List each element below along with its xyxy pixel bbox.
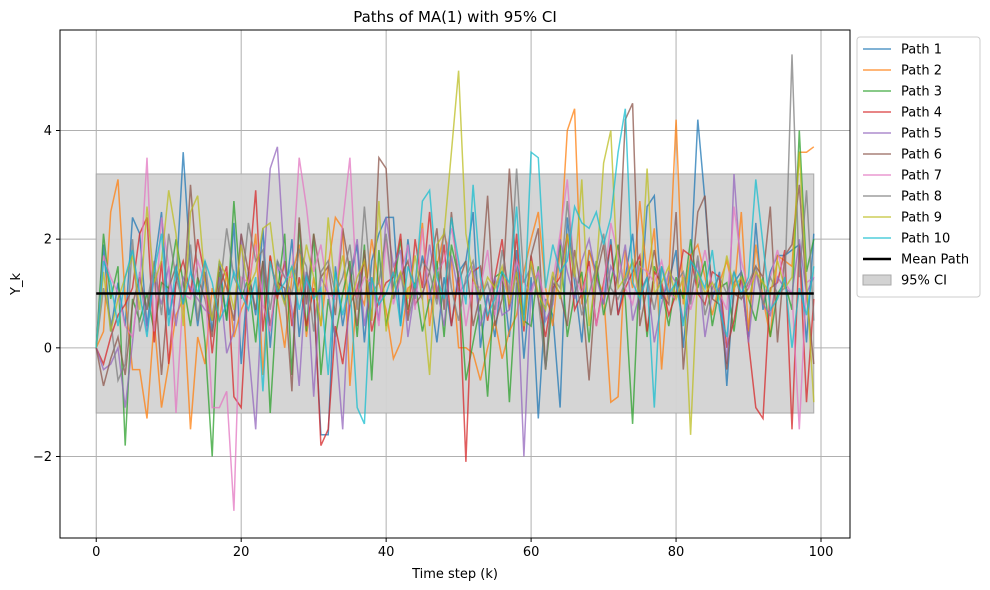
legend-label: Path 7 [901, 169, 942, 184]
legend-label: 95% CI [901, 274, 947, 289]
legend-label: Path 5 [901, 127, 942, 142]
series-line-path-7 [95, 157, 815, 511]
chart-title: Paths of MA(1) with 95% CI [353, 8, 557, 26]
legend-label: Path 10 [901, 232, 950, 247]
legend-label: Path 1 [901, 43, 942, 58]
series-line-path-8 [95, 54, 815, 384]
x-tick-label: 60 [523, 545, 540, 560]
x-tick-label: 100 [809, 545, 834, 560]
legend-label: Mean Path [901, 253, 969, 268]
y-tick-label: −2 [33, 450, 52, 465]
legend-label: Path 3 [901, 85, 942, 100]
legend-label: Path 9 [901, 211, 942, 226]
x-tick-label: 40 [378, 545, 395, 560]
y-axis-ticks: −2 0 2 4 [33, 124, 60, 465]
plot-frame [59, 29, 851, 539]
series-line-path-10 [95, 108, 815, 425]
legend-label: Path 8 [901, 190, 942, 205]
y-tick-label: 0 [44, 341, 52, 356]
series-line-path-9 [95, 70, 815, 435]
legend-label: Path 6 [901, 148, 942, 163]
x-tick-label: 20 [233, 545, 250, 560]
legend: Path 1 Path 2 Path 3 Path 4 Path 5 Path 6 Path… [856, 36, 981, 298]
x-axis-ticks: 0 20 40 60 80 100 [92, 538, 833, 560]
y-axis-label: Y_k [9, 273, 24, 296]
legend-label: Path 4 [901, 106, 942, 121]
x-axis-label: Time step (k) [411, 567, 498, 582]
legend-label: Path 2 [901, 64, 942, 79]
series-line-path-3 [95, 130, 815, 457]
series-lines [95, 54, 815, 511]
legend-box [856, 36, 981, 298]
y-tick-label: 2 [44, 233, 52, 248]
legend-swatch-ci [862, 274, 892, 286]
x-tick-label: 0 [92, 545, 100, 560]
x-tick-label: 80 [668, 545, 685, 560]
y-tick-label: 4 [44, 124, 52, 139]
